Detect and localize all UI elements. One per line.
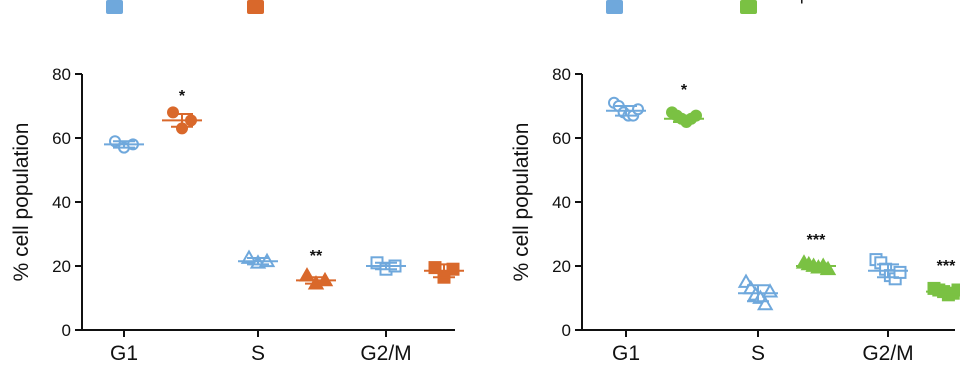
x-tick-label: G2/M: [360, 342, 411, 365]
y-tick-label: 0: [62, 321, 71, 340]
y-axis-label: % cell population: [510, 123, 533, 282]
data-group: [868, 253, 908, 286]
legend-label: FY26: [272, 0, 313, 4]
legend-swatch: [740, 0, 757, 14]
x-tick-label: G1: [612, 342, 640, 365]
legend-swatch: [606, 0, 623, 14]
significance-label: **: [310, 248, 323, 265]
x-tick-label: S: [251, 342, 265, 365]
data-point: [428, 261, 442, 275]
y-tick-label: 60: [552, 129, 571, 148]
y-tick-label: 40: [52, 193, 71, 212]
data-group: [104, 135, 144, 154]
legend-swatch: [106, 0, 123, 14]
chart-panel-2: Control Complex 2 0 20 40 60 80 % cell populati…: [510, 0, 960, 365]
chart-panel-1: Control FY26 0 20 40 60 80 % cell population G1 S…: [10, 0, 464, 365]
data-group: [366, 256, 406, 276]
y-tick-label: 20: [52, 257, 71, 276]
significance-label: ***: [937, 258, 956, 275]
y-axis-label: % cell population: [10, 123, 33, 282]
data-point: [761, 283, 779, 298]
y-tick-label: 80: [52, 65, 71, 84]
data-point: [756, 295, 774, 311]
data-group: [162, 106, 202, 135]
legend-label-bold: 2: [831, 0, 845, 4]
legend-swatch: [247, 0, 264, 14]
legend-label: Complex 2: [764, 0, 845, 4]
x-tick-label: G2/M: [862, 342, 913, 365]
x-tick-label: G1: [110, 342, 138, 365]
data-group: [737, 273, 779, 311]
data-group: [795, 254, 837, 276]
data-point: [167, 106, 179, 119]
data-group: [238, 249, 278, 269]
data-point: [893, 265, 907, 279]
data-point: [951, 283, 960, 297]
legend-label: Control: [630, 0, 685, 4]
data-point: [298, 267, 316, 282]
y-tick-label: 60: [52, 129, 71, 148]
significance-label: *: [681, 82, 688, 99]
data-group: [926, 281, 960, 302]
legend-label: Control: [130, 0, 185, 4]
y-tick-label: 20: [552, 257, 571, 276]
data-group: [664, 106, 704, 128]
data-group: [606, 96, 646, 122]
y-tick-label: 80: [552, 65, 571, 84]
data-group: [424, 261, 464, 284]
data-group: [296, 267, 336, 290]
y-tick-label: 40: [552, 193, 571, 212]
significance-label: ***: [807, 232, 826, 249]
y-tick-label: 0: [562, 321, 571, 340]
x-tick-label: S: [751, 342, 765, 365]
significance-label: *: [179, 88, 186, 105]
